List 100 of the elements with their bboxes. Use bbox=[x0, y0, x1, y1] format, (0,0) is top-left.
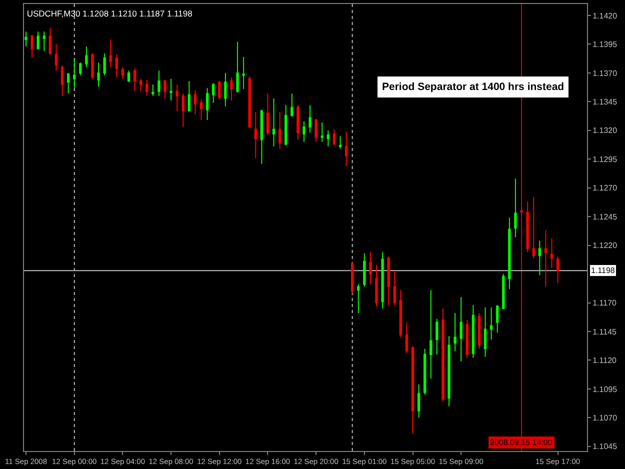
candlestick bbox=[115, 54, 118, 78]
candlestick bbox=[85, 46, 88, 68]
candlestick bbox=[399, 290, 402, 338]
y-tick-label: 1.1320 bbox=[592, 126, 618, 136]
candlestick bbox=[357, 284, 360, 314]
candlestick bbox=[502, 274, 505, 310]
candlestick bbox=[308, 104, 312, 134]
candlestick bbox=[466, 320, 468, 358]
annotation: Period Separator at 1400 hrs instead bbox=[382, 81, 564, 93]
y-tick-label: 1.1370 bbox=[592, 68, 618, 78]
candlestick bbox=[54, 44, 58, 72]
candlestick bbox=[478, 312, 481, 350]
candlestick bbox=[332, 128, 336, 145]
candlestick bbox=[556, 256, 560, 284]
candlestick bbox=[544, 230, 548, 288]
candlestick bbox=[460, 296, 462, 362]
candlestick bbox=[526, 201, 529, 253]
candlestick bbox=[320, 122, 324, 142]
y-tick-label: 1.1045 bbox=[592, 442, 618, 452]
candlestick bbox=[48, 28, 52, 56]
candlestick bbox=[188, 80, 191, 112]
candlestick bbox=[405, 322, 408, 354]
ref-line-label: 1.1198 bbox=[591, 266, 616, 275]
candlestick bbox=[278, 112, 282, 150]
candlestick bbox=[91, 52, 94, 80]
candlestick bbox=[381, 252, 384, 310]
y-tick-label: 1.1170 bbox=[592, 298, 618, 308]
candlestick bbox=[127, 70, 130, 83]
candlestick bbox=[538, 240, 542, 276]
candlestick bbox=[254, 112, 257, 158]
candlestick bbox=[302, 120, 306, 142]
candlestick bbox=[290, 93, 294, 118]
candlestick bbox=[417, 384, 420, 418]
candlestick bbox=[344, 131, 348, 167]
candlestick bbox=[30, 34, 34, 59]
candlestick bbox=[139, 78, 142, 92]
candlestick bbox=[393, 271, 396, 306]
candlestick bbox=[164, 79, 166, 99]
candlestick bbox=[387, 256, 390, 306]
candlestick bbox=[430, 290, 432, 380]
candlestick bbox=[272, 98, 276, 147]
candlestick bbox=[24, 31, 28, 48]
y-tick-label: 1.1345 bbox=[592, 97, 618, 106]
candlestick bbox=[496, 304, 499, 334]
candlestick bbox=[66, 72, 70, 94]
candlestick bbox=[284, 104, 288, 146]
candlestick bbox=[472, 304, 475, 358]
candlestick bbox=[350, 262, 354, 294]
text: USDCHF,M30 1.1208 1.1210 1.1187 1.1198 bbox=[26, 8, 193, 18]
ref-line-label: 2008.09.15 14:00 bbox=[490, 438, 553, 447]
y-tick-label: 1.1270 bbox=[592, 184, 618, 193]
candlestick bbox=[532, 196, 535, 258]
candlestick bbox=[152, 84, 154, 96]
candlestick bbox=[448, 336, 450, 407]
candlestick bbox=[266, 93, 270, 136]
candlestick bbox=[375, 264, 378, 307]
y-tick-label: 1.1070 bbox=[592, 413, 618, 422]
candlestick bbox=[176, 84, 178, 112]
candlestick bbox=[36, 31, 40, 50]
candlestick bbox=[442, 308, 444, 402]
candlestick bbox=[42, 31, 46, 52]
candlestick bbox=[424, 348, 426, 396]
candlestick bbox=[133, 68, 136, 92]
y-tick-label: 1.1145 bbox=[592, 327, 618, 336]
candlestick bbox=[314, 118, 318, 142]
y-tick-label: 1.1095 bbox=[592, 384, 618, 394]
candlestick bbox=[326, 130, 330, 147]
y-tick-label: 1.1420 bbox=[592, 11, 618, 20]
candlestick bbox=[436, 318, 438, 355]
candlestick bbox=[182, 93, 184, 128]
y-tick-label: 1.1295 bbox=[592, 154, 618, 164]
candlestick bbox=[508, 217, 511, 290]
candlestick bbox=[109, 39, 112, 68]
candlestick bbox=[194, 90, 197, 115]
y-tick-label: 1.1245 bbox=[592, 212, 618, 222]
candlestick bbox=[206, 87, 209, 121]
y-tick-label: 1.1120 bbox=[592, 356, 618, 366]
candlestick bbox=[490, 306, 493, 340]
candlestick bbox=[363, 252, 366, 288]
candlestick bbox=[230, 77, 233, 102]
y-tick-label: 1.1395 bbox=[592, 40, 618, 50]
candlestick bbox=[146, 79, 148, 96]
candlestick bbox=[73, 58, 76, 88]
candlestick bbox=[550, 238, 554, 269]
candlestick bbox=[296, 104, 300, 140]
candlestick bbox=[248, 76, 251, 129]
candlestick bbox=[236, 41, 239, 93]
candlestick bbox=[520, 206, 523, 218]
y-tick-label: 1.1220 bbox=[592, 241, 618, 250]
candlestick bbox=[484, 306, 487, 358]
candlestick bbox=[212, 82, 215, 104]
candlestick bbox=[454, 312, 456, 352]
candlestick bbox=[97, 62, 100, 88]
candlestick bbox=[260, 109, 264, 164]
candlestick bbox=[170, 78, 172, 102]
candlestick bbox=[411, 346, 414, 434]
candlestick bbox=[103, 52, 106, 76]
candlestick bbox=[200, 98, 203, 121]
candlestick bbox=[224, 72, 227, 107]
candlestick bbox=[514, 178, 517, 238]
